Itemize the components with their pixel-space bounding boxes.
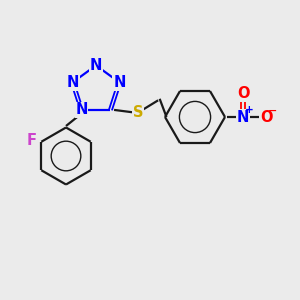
Text: N: N	[75, 102, 88, 117]
Text: S: S	[133, 105, 143, 120]
Text: N: N	[90, 58, 102, 73]
Text: N: N	[66, 75, 79, 90]
Text: F: F	[27, 133, 37, 148]
Text: N: N	[237, 110, 249, 124]
Text: +: +	[244, 105, 253, 116]
Text: O: O	[260, 110, 272, 124]
Text: −: −	[268, 105, 278, 116]
Text: N: N	[113, 75, 126, 90]
Text: O: O	[237, 86, 249, 101]
